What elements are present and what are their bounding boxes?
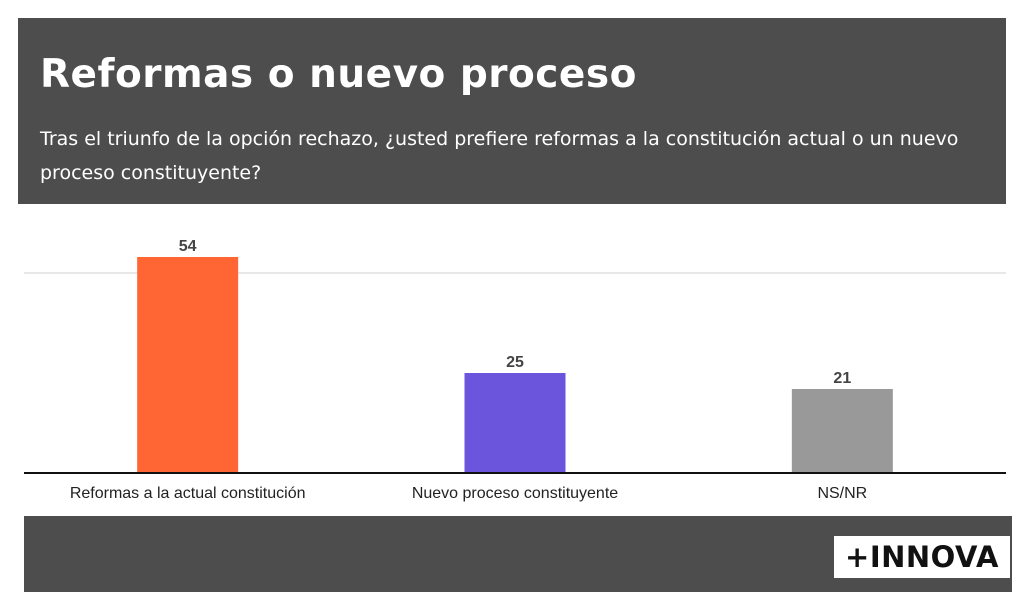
bar-2 <box>464 373 566 473</box>
chart-subtitle: Tras el triunfo de la opción rechazo, ¿u… <box>40 128 959 184</box>
data-label-2: 25 <box>506 354 524 371</box>
brand-label: +INNOVA <box>845 540 999 574</box>
chart-title: Reformas o nuevo proceso <box>40 52 637 97</box>
category-label-2: Nuevo proceso constituyente <box>412 485 618 502</box>
bar-chart-svg: 54 Reformas a la actual constitución 25 Nue… <box>24 238 1006 502</box>
category-label-1: Reformas a la actual constitución <box>70 485 306 502</box>
data-label-1: 54 <box>179 238 197 255</box>
bar-3 <box>791 389 893 473</box>
bar-chart: 54 Reformas a la actual constitución 25 Nue… <box>0 204 1032 520</box>
category-label-3: NS/NR <box>817 485 867 502</box>
data-label-3: 21 <box>833 370 851 387</box>
header-panel: Reformas o nuevo proceso Tras el triunfo… <box>18 18 1006 204</box>
bar-1 <box>137 257 239 473</box>
brand-logo: +INNOVA <box>834 536 1010 578</box>
